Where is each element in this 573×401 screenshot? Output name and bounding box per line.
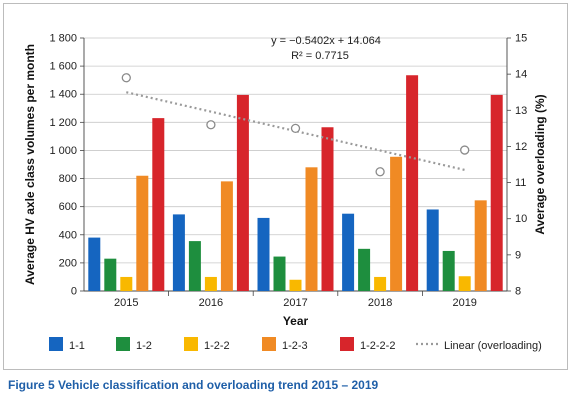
bar-1-2-2018	[358, 248, 371, 291]
bar-1-1-2015	[88, 237, 101, 291]
bar-1-2-2-2-2019	[490, 94, 503, 291]
legend-label: 1-2-3	[282, 340, 308, 352]
caption-label: Figure 5	[8, 378, 55, 392]
y-tick-label: 1 800	[49, 33, 77, 45]
overloading-point-2017	[290, 123, 301, 134]
x-tick-label: 2019	[452, 297, 476, 309]
legend-swatch-1-2-2-2	[340, 337, 354, 351]
legend-label: 1-2-2-2	[360, 340, 395, 352]
bar-1-1-2016	[172, 214, 185, 291]
legend-label: 1-2-2	[204, 340, 230, 352]
bar-1-2-2016	[188, 241, 201, 291]
chart: 0 200 400 600 800 1 000 1 200 1 400 1 600 1 800 8 9…	[23, 33, 547, 353]
trendline-r2: R² = 0.7715	[291, 50, 349, 62]
legend-label-trendline: Linear (overloading)	[444, 340, 542, 352]
y-tick-label: 800	[59, 173, 77, 185]
bar-1-2-2-2017	[289, 279, 302, 291]
y-tick-label: 1 200	[49, 117, 77, 129]
overloading-point-2018	[375, 167, 385, 177]
y-tick-label: 1 400	[49, 89, 77, 101]
bar-1-1-2018	[342, 213, 355, 291]
y2-tick-label: 14	[515, 69, 527, 81]
y-tick-label: 200	[59, 257, 77, 269]
x-tick-label: 2015	[114, 297, 138, 309]
y-tick-label: 0	[71, 286, 77, 298]
overloading-point-2016	[206, 120, 216, 130]
trendline-equation: y = −0.5402x + 14.064	[271, 35, 381, 47]
bar-1-2-2-2016	[204, 276, 217, 291]
legend-swatch-1-1	[49, 337, 63, 351]
bar-1-2-2017	[273, 256, 286, 291]
legend-swatch-1-2-2	[184, 337, 198, 351]
y2-axis-title: Average overloading (%)	[533, 94, 547, 234]
x-tick-label: 2016	[199, 297, 223, 309]
caption-text: Vehicle classification and overloading t…	[58, 378, 379, 392]
legend-label: 1-2	[136, 340, 152, 352]
y2-tick-label: 8	[515, 286, 521, 298]
bar-1-2-3-2017	[305, 167, 318, 291]
bar-1-2-2-2019	[458, 276, 471, 291]
y2-tick-label: 15	[515, 33, 527, 45]
y2-tick-label: 12	[515, 141, 527, 153]
legend-swatch-1-2	[116, 337, 130, 351]
figure-frame: 0 200 400 600 800 1 000 1 200 1 400 1 600 1 800 8 9…	[3, 3, 568, 370]
bar-1-2-3-2018	[390, 156, 403, 291]
x-tick-label: 2017	[283, 297, 307, 309]
legend-label: 1-1	[69, 340, 85, 352]
bar-1-2-2-2-2016	[236, 94, 249, 291]
bar-1-2-2-2018	[374, 276, 387, 291]
bar-1-2-2015	[104, 258, 117, 291]
bar-1-1-2019	[426, 209, 439, 291]
y-tick-label: 600	[59, 201, 77, 213]
y2-tick-label: 9	[515, 249, 521, 261]
y-tick-label: 400	[59, 229, 77, 241]
figure-caption: Figure 5 Vehicle classification and over…	[8, 378, 378, 392]
x-tick-label: 2018	[368, 297, 392, 309]
y2-tick-label: 10	[515, 213, 527, 225]
y-tick-label: 1 000	[49, 145, 77, 157]
x-axis-title: Year	[283, 314, 309, 328]
bar-1-2-3-2019	[474, 200, 487, 291]
overloading-point-2015	[121, 73, 131, 83]
legend-swatch-1-2-3	[262, 337, 276, 351]
bar-1-2-3-2016	[220, 181, 233, 291]
y-tick-label: 1 600	[49, 61, 77, 73]
bar-1-2-2-2015	[120, 276, 133, 291]
bar-1-1-2017	[257, 217, 270, 291]
bar-1-2-2-2-2015	[152, 118, 165, 291]
bar-1-2-2-2-2017	[321, 127, 334, 291]
y2-tick-label: 11	[515, 177, 526, 189]
bar-1-2-2019	[442, 250, 455, 291]
bar-1-2-2-2-2018	[406, 75, 419, 291]
bar-1-2-3-2015	[136, 175, 149, 291]
overloading-point-2019	[460, 145, 470, 155]
y-axis-title: Average HV axle class volumes per month	[23, 44, 37, 285]
y2-tick-label: 13	[515, 105, 527, 117]
